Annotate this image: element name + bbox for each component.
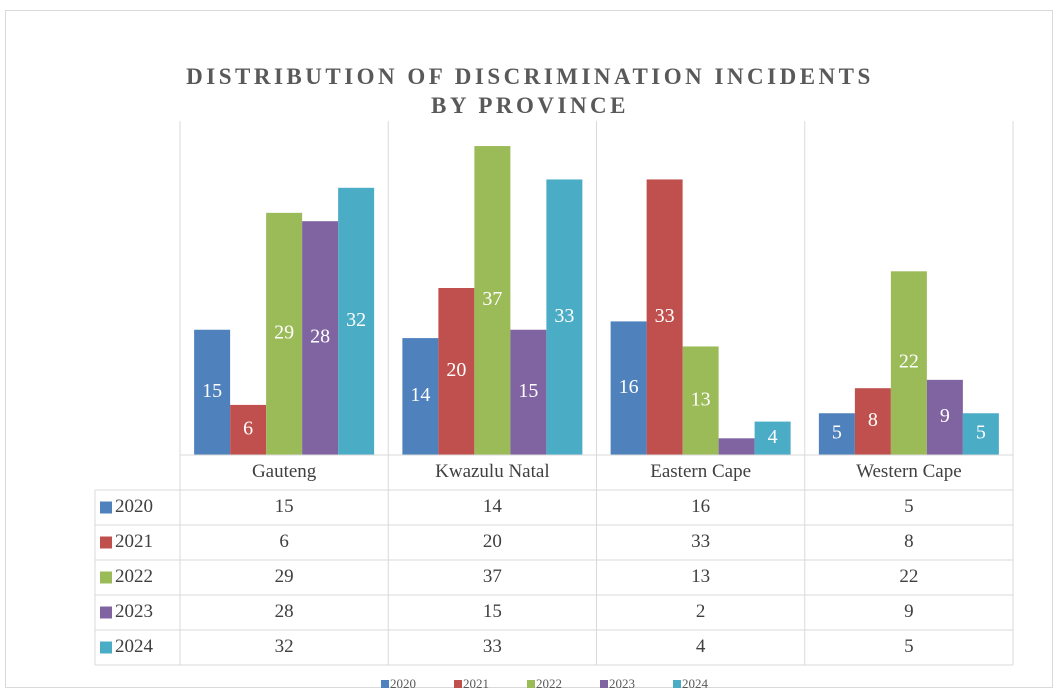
legend-key — [100, 501, 112, 514]
table-cell: 37 — [483, 566, 502, 587]
data-label: 33 — [554, 305, 574, 327]
legend-label: 2020 — [115, 496, 153, 517]
table-cell: 5 — [904, 636, 914, 657]
legend-label: 2022 — [115, 566, 153, 587]
legend-key — [600, 680, 608, 688]
bar — [546, 179, 583, 455]
data-label: 16 — [619, 376, 639, 398]
bar — [266, 212, 303, 455]
table-cell: 29 — [275, 566, 294, 587]
data-label: 15 — [518, 380, 538, 402]
table-cell: 5 — [904, 496, 914, 517]
table-cell: 20 — [483, 531, 502, 552]
table-cell: 8 — [904, 531, 914, 552]
table-cell: 33 — [691, 531, 710, 552]
data-label: 9 — [940, 405, 950, 427]
data-label: 13 — [691, 388, 711, 410]
bar — [718, 438, 755, 455]
bar — [818, 413, 855, 455]
legend-label: 2024 — [115, 636, 154, 657]
bar — [754, 421, 791, 455]
data-label: 8 — [868, 409, 878, 431]
legend-key — [100, 571, 112, 584]
chart-title: DISTRIBUTION OF DISCRIMINATION INCIDENTS… — [186, 64, 874, 118]
table-cell: 6 — [279, 531, 289, 552]
data-label: 32 — [346, 309, 366, 331]
legend-label: 2023 — [115, 601, 153, 622]
bar — [302, 221, 339, 455]
bar — [230, 404, 267, 455]
table-cell: 9 — [904, 601, 914, 622]
data-label: 20 — [446, 359, 466, 381]
data-label: 33 — [655, 305, 675, 327]
legend-key — [527, 680, 535, 688]
table-cell: 13 — [691, 566, 710, 587]
table-cell: 16 — [691, 496, 710, 517]
data-label: 14 — [410, 384, 430, 406]
bar — [338, 187, 375, 456]
bar — [610, 321, 647, 455]
table-cell: 2 — [696, 601, 706, 622]
data-label: 37 — [482, 288, 502, 310]
legend-label: 2021 — [115, 531, 153, 552]
x-tick-label: Gauteng — [252, 461, 317, 482]
table-cell: 15 — [483, 601, 502, 622]
legend-label: 2021 — [463, 676, 489, 691]
table-cell: 33 — [483, 636, 502, 657]
legend-label: 2022 — [536, 676, 562, 691]
data-label: 29 — [274, 322, 294, 344]
legend-label: 2023 — [609, 676, 635, 691]
table-cell: 22 — [899, 566, 918, 587]
bar — [682, 346, 719, 455]
legend-key — [100, 641, 112, 654]
bar — [194, 329, 231, 455]
bar — [854, 388, 891, 455]
legend-key — [100, 606, 112, 619]
legend-key — [673, 680, 681, 688]
bar — [926, 379, 963, 455]
data-label: 22 — [899, 351, 919, 373]
data-label: 4 — [768, 426, 778, 448]
x-tick-label: Western Cape — [856, 461, 962, 482]
table-cell: 14 — [483, 496, 503, 517]
data-label: 6 — [243, 418, 253, 440]
table-cell: 28 — [275, 601, 294, 622]
bar — [474, 146, 511, 456]
data-label: 28 — [310, 326, 330, 348]
legend-key — [100, 536, 112, 549]
bar — [402, 338, 439, 455]
table-cell: 32 — [275, 636, 294, 657]
table-cell: 4 — [696, 636, 706, 657]
legend-label: 2024 — [682, 676, 709, 691]
bar — [510, 329, 547, 455]
legend-key — [381, 680, 389, 688]
bar — [890, 271, 927, 455]
legend-key — [454, 680, 462, 688]
bar — [962, 413, 999, 455]
table-cell: 15 — [275, 496, 294, 517]
bar — [438, 288, 475, 455]
data-label: 15 — [202, 380, 222, 402]
x-tick-label: Eastern Cape — [650, 461, 751, 482]
data-label: 5 — [976, 422, 986, 444]
bar — [646, 179, 683, 455]
data-label: 5 — [832, 422, 842, 444]
x-tick-label: Kwazulu Natal — [435, 461, 549, 482]
legend-label: 2020 — [390, 676, 416, 691]
